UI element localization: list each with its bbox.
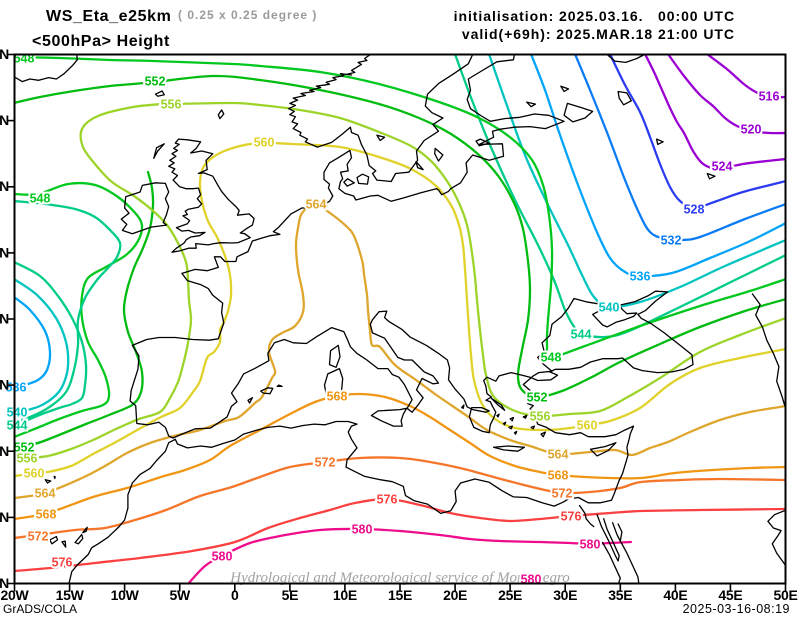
- svg-text:548: 548: [30, 192, 51, 206]
- svg-text:568: 568: [36, 508, 57, 522]
- svg-text:WS_Eta_e25km: WS_Eta_e25km: [46, 8, 172, 25]
- svg-text:45N: 45N: [0, 377, 9, 393]
- svg-text:548: 548: [541, 351, 562, 365]
- svg-text:568: 568: [327, 390, 348, 404]
- svg-text:20W: 20W: [1, 587, 30, 603]
- svg-text:50N: 50N: [0, 311, 9, 327]
- svg-text:<500hPa> Height: <500hPa> Height: [32, 33, 170, 50]
- svg-text:540: 540: [599, 301, 620, 315]
- svg-text:564: 564: [548, 448, 569, 462]
- svg-text:564: 564: [306, 198, 327, 212]
- svg-text:576: 576: [52, 556, 73, 570]
- svg-text:540: 540: [7, 406, 28, 420]
- svg-text:55N: 55N: [0, 244, 9, 260]
- svg-text:580: 580: [212, 550, 233, 564]
- svg-text:560: 560: [577, 419, 598, 433]
- svg-text:536: 536: [630, 270, 651, 284]
- svg-text:valid(+69h): 2025.MAR.18 21:00: valid(+69h): 2025.MAR.18 21:00 UTC: [462, 26, 735, 42]
- svg-text:564: 564: [35, 487, 56, 501]
- svg-text:initialisation: 2025.03.16.: initialisation: 2025.03.16. 00:00 UTC: [454, 8, 735, 24]
- svg-text:532: 532: [661, 234, 682, 248]
- svg-text:40N: 40N: [0, 443, 9, 459]
- svg-text:536: 536: [6, 381, 27, 395]
- svg-text:556: 556: [17, 452, 38, 466]
- svg-text:15W: 15W: [56, 587, 85, 603]
- svg-text:30N: 30N: [0, 575, 9, 591]
- svg-text:568: 568: [548, 469, 569, 483]
- svg-text:35N: 35N: [0, 509, 9, 525]
- svg-text:10E: 10E: [333, 587, 357, 603]
- svg-text:45E: 45E: [718, 587, 742, 603]
- svg-text:( 0.25 x 0.25 degree ): ( 0.25 x 0.25 degree ): [178, 8, 317, 22]
- svg-text:65N: 65N: [0, 112, 9, 128]
- svg-text:25E: 25E: [498, 587, 522, 603]
- svg-text:520: 520: [741, 123, 762, 137]
- svg-text:572: 572: [552, 487, 573, 501]
- svg-text:544: 544: [7, 419, 28, 433]
- svg-text:580: 580: [352, 523, 373, 537]
- svg-text:0: 0: [231, 587, 239, 603]
- svg-text:10W: 10W: [111, 587, 140, 603]
- svg-text:2025-03-16-08:19: 2025-03-16-08:19: [683, 602, 790, 616]
- svg-text:15E: 15E: [388, 587, 412, 603]
- svg-text:60N: 60N: [0, 178, 9, 194]
- svg-text:40E: 40E: [663, 587, 687, 603]
- svg-text:524: 524: [712, 160, 733, 174]
- svg-text:35E: 35E: [608, 587, 632, 603]
- svg-text:516: 516: [759, 90, 780, 104]
- svg-text:576: 576: [561, 510, 582, 524]
- svg-text:Hydrological and Meteorologica: Hydrological and Meteorological service …: [229, 570, 570, 586]
- svg-text:552: 552: [527, 391, 548, 405]
- svg-text:576: 576: [377, 493, 398, 507]
- svg-text:544: 544: [571, 328, 592, 342]
- svg-text:20E: 20E: [443, 587, 467, 603]
- svg-text:580: 580: [580, 538, 601, 552]
- svg-text:GrADS/COLA: GrADS/COLA: [3, 602, 77, 616]
- svg-text:552: 552: [14, 441, 35, 455]
- svg-text:560: 560: [254, 136, 275, 150]
- svg-text:552: 552: [145, 75, 166, 89]
- svg-text:70N: 70N: [0, 46, 9, 62]
- svg-text:5E: 5E: [282, 587, 299, 603]
- svg-text:560: 560: [24, 467, 45, 481]
- svg-text:572: 572: [28, 530, 49, 544]
- svg-text:556: 556: [530, 410, 551, 424]
- svg-text:50E: 50E: [773, 587, 797, 603]
- svg-text:30E: 30E: [553, 587, 577, 603]
- svg-text:5W: 5W: [169, 587, 190, 603]
- svg-text:572: 572: [315, 456, 336, 470]
- svg-text:556: 556: [161, 98, 182, 112]
- svg-text:528: 528: [684, 203, 705, 217]
